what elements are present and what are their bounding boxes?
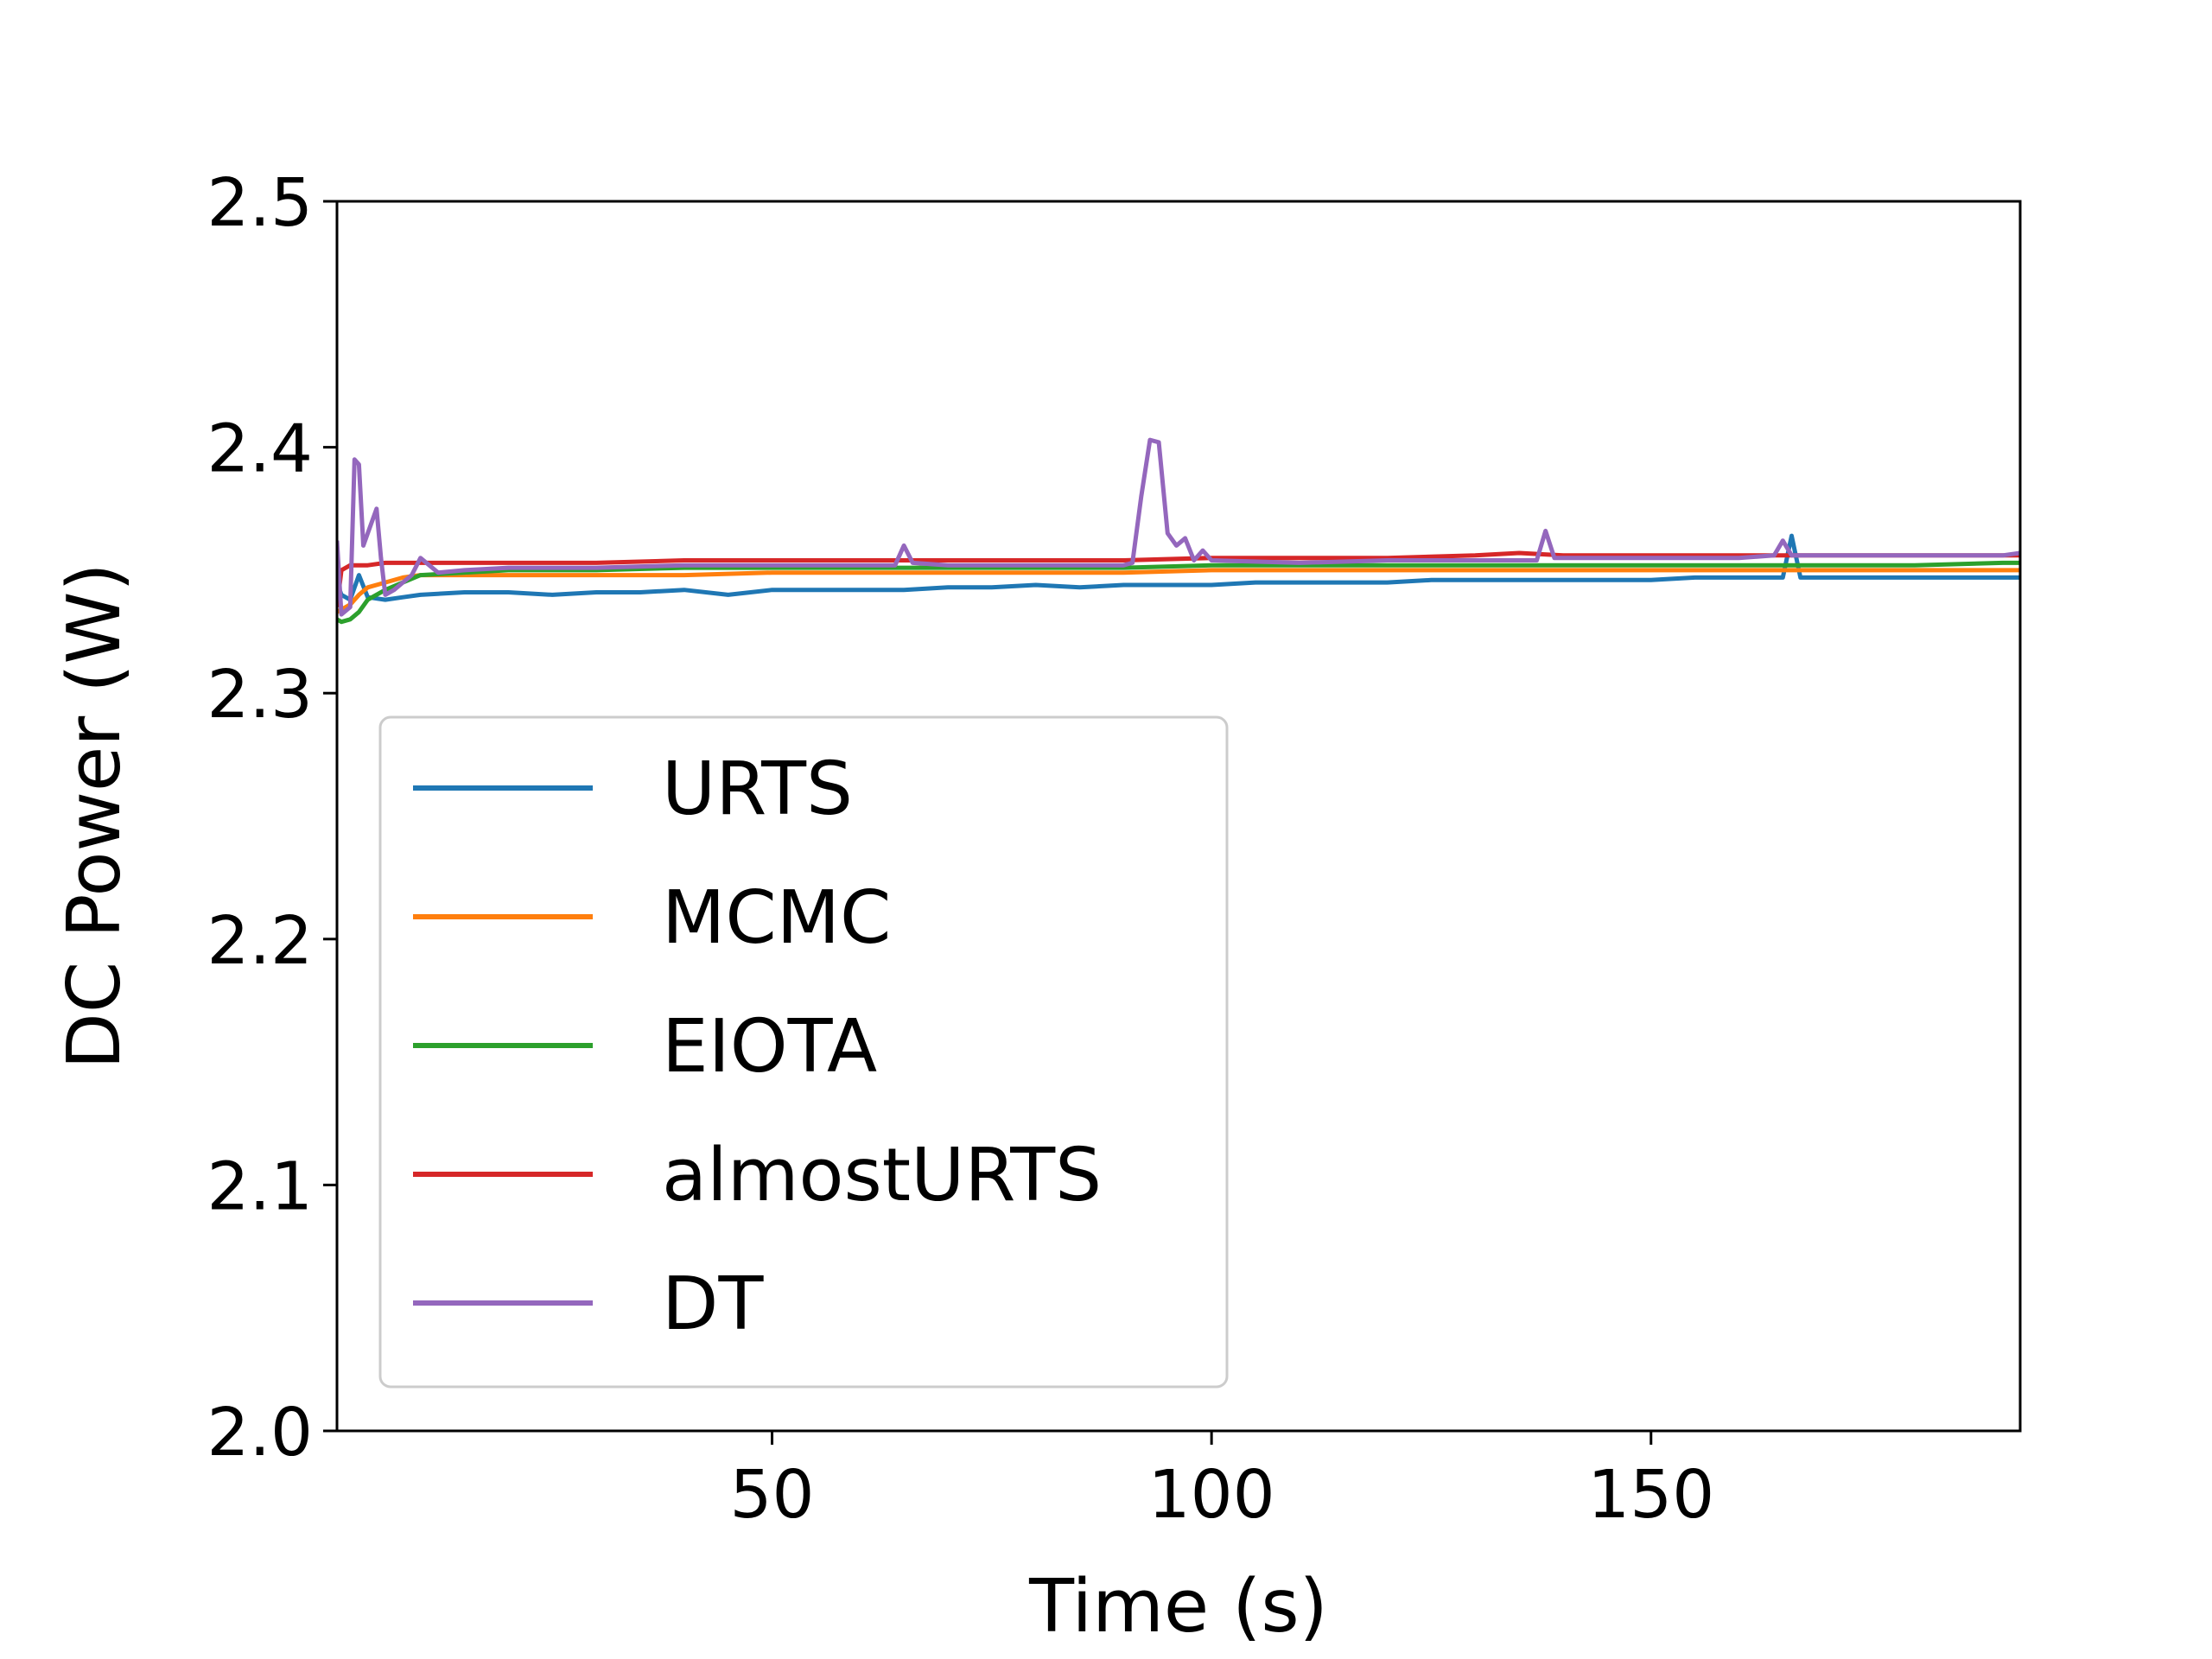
y-tick-label: 2.1 bbox=[207, 1148, 313, 1225]
y-tick-label: 2.5 bbox=[207, 165, 313, 242]
legend: URTS MCMC EIOTA almostURTS DT bbox=[378, 715, 1229, 1389]
y-tick-label: 2.2 bbox=[207, 903, 313, 980]
plot-frame bbox=[335, 200, 2022, 1433]
x-tick-label: 150 bbox=[1587, 1457, 1714, 1534]
ticks-layer: 50 100 150 2.0 2.1 2.2 2.3 2.4 2.5 bbox=[207, 165, 1715, 1534]
x-tick-label: 50 bbox=[730, 1457, 815, 1534]
legend-label: almostURTS bbox=[662, 1133, 1102, 1218]
legend-box bbox=[378, 715, 1229, 1389]
legend-label: URTS bbox=[662, 747, 853, 832]
y-tick-label: 2.3 bbox=[207, 657, 313, 734]
y-tick-label: 2.0 bbox=[207, 1395, 313, 1471]
x-tick-label: 100 bbox=[1148, 1457, 1275, 1534]
series-line-eiota bbox=[337, 560, 2020, 625]
series-layer bbox=[337, 437, 2020, 625]
legend-label: MCMC bbox=[662, 875, 891, 961]
y-axis-label: DC Power (W) bbox=[52, 563, 137, 1069]
legend-label: EIOTA bbox=[662, 1004, 877, 1090]
legend-label: DT bbox=[662, 1262, 764, 1347]
series-line-dt bbox=[337, 437, 2020, 617]
x-axis-label: Time (s) bbox=[1028, 1564, 1328, 1649]
series-line-mcmc bbox=[337, 568, 2020, 614]
y-tick-label: 2.4 bbox=[207, 411, 313, 488]
series-line-almosturts bbox=[337, 550, 2020, 607]
